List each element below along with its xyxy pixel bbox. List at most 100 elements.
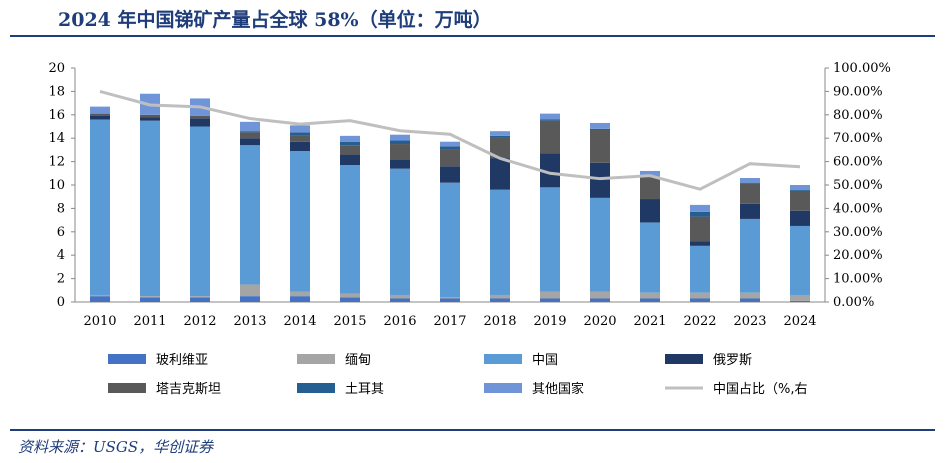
share-line-layer (99, 89, 801, 191)
y-tick-label: 2 (57, 272, 65, 287)
bar-tajikistan (790, 190, 810, 211)
bar-tajikistan (740, 183, 760, 204)
bar-others (390, 134, 410, 141)
bar-bolivia (640, 298, 660, 302)
y2-tick-label: 40.00% (833, 201, 883, 216)
y2-tick-label: 50.00% (833, 178, 883, 193)
legend-label: 玻利维亚 (156, 353, 208, 368)
bar-bolivia (240, 296, 260, 302)
legend-label: 土耳其 (345, 382, 384, 397)
y-tick-label: 4 (57, 248, 65, 263)
legend-swatch-others (484, 383, 522, 393)
bar-russia (740, 203, 760, 219)
bar-bolivia (490, 298, 510, 302)
source-note: 资料来源：USGS，华创证券 (18, 438, 214, 456)
y-tick-label: 8 (57, 201, 65, 216)
bar-tajikistan (390, 144, 410, 160)
x-tick-label: 2010 (83, 314, 116, 329)
y2-tick-label: 90.00% (833, 84, 883, 99)
bar-russia (190, 118, 210, 127)
tick-labels: 0 2 4 6 8 10 12 14 16 18 20 0.00% 10.00% 20.00% 30.00%… (48, 61, 890, 329)
bar-china (740, 218, 760, 293)
bar-bolivia (90, 296, 110, 302)
y-tick-label: 6 (57, 225, 65, 240)
x-tick-label: 2024 (783, 314, 816, 329)
bar-turkey (690, 211, 710, 217)
bar-russia (90, 115, 110, 120)
bar-myanmar (290, 291, 310, 297)
y2-tick-label: 10.00% (833, 272, 883, 287)
bar-myanmar (240, 284, 260, 297)
x-tick-label: 2011 (133, 314, 166, 329)
bar-russia (540, 153, 560, 188)
bar-russia (440, 166, 460, 183)
bar-turkey (740, 182, 760, 184)
bar-turkey (490, 135, 510, 138)
bar-bolivia (590, 298, 610, 302)
bar-china (140, 120, 160, 297)
bar-others (490, 131, 510, 136)
x-tick-label: 2020 (583, 314, 616, 329)
legend-swatch-tajikistan (108, 383, 146, 393)
bar-myanmar (140, 296, 160, 298)
bar-myanmar (190, 296, 210, 298)
bar-myanmar (590, 291, 610, 299)
legend-label: 中国 (532, 353, 558, 368)
bar-russia (240, 138, 260, 146)
bar-tajikistan (490, 137, 510, 159)
y2-tick-label: 70.00% (833, 131, 883, 146)
bar-russia (390, 159, 410, 169)
y2-tick-label: 60.00% (833, 155, 883, 170)
y-tick-label: 12 (48, 155, 65, 170)
legend-swatch-russia (665, 354, 703, 364)
bar-myanmar (690, 292, 710, 299)
bar-china (190, 126, 210, 297)
bar-bolivia (340, 297, 360, 302)
bar-china (440, 182, 460, 298)
bar-russia (690, 241, 710, 246)
bar-bolivia (540, 298, 560, 302)
bar-china (390, 168, 410, 295)
bar-bolivia (140, 297, 160, 302)
bar-turkey (540, 119, 560, 121)
y-tick-label: 20 (48, 61, 65, 76)
x-tick-label: 2016 (383, 314, 416, 329)
bar-others (790, 185, 810, 190)
bar-china (640, 222, 660, 293)
legend-swatch-turkey (297, 383, 335, 393)
bar-russia (790, 210, 810, 226)
legend-label: 缅甸 (345, 353, 371, 368)
bar-myanmar (390, 294, 410, 299)
bar-russia (140, 117, 160, 121)
x-tick-label: 2017 (433, 314, 466, 329)
y2-tick-label: 100.00% (833, 61, 891, 76)
y2-tick-label: 80.00% (833, 108, 883, 123)
bar-tajikistan (440, 149, 460, 167)
legend-label: 俄罗斯 (713, 353, 752, 368)
bar-bolivia (790, 300, 810, 302)
chart-title: 2024 年中国锑矿产量占全球 58%（单位：万吨） (58, 9, 492, 31)
legend-swatch-myanmar (297, 354, 335, 364)
bar-myanmar (640, 292, 660, 299)
bar-turkey (340, 141, 360, 146)
bar-others (740, 177, 760, 183)
bar-myanmar (90, 294, 110, 297)
bar-tajikistan (290, 135, 310, 142)
bar-russia (290, 141, 310, 152)
y2-tick-label: 0.00% (833, 295, 874, 310)
bar-tajikistan (140, 114, 160, 118)
bar-turkey (240, 131, 260, 133)
bar-bolivia (190, 297, 210, 302)
bar-china (690, 245, 710, 293)
bar-others (640, 170, 660, 177)
bar-china (240, 145, 260, 285)
bar-tajikistan (340, 145, 360, 155)
bar-tajikistan (240, 132, 260, 139)
bar-others (540, 113, 560, 120)
bar-turkey (390, 140, 410, 145)
y-tick-label: 16 (48, 108, 65, 123)
bar-china (490, 189, 510, 295)
x-tick-label: 2013 (233, 314, 266, 329)
